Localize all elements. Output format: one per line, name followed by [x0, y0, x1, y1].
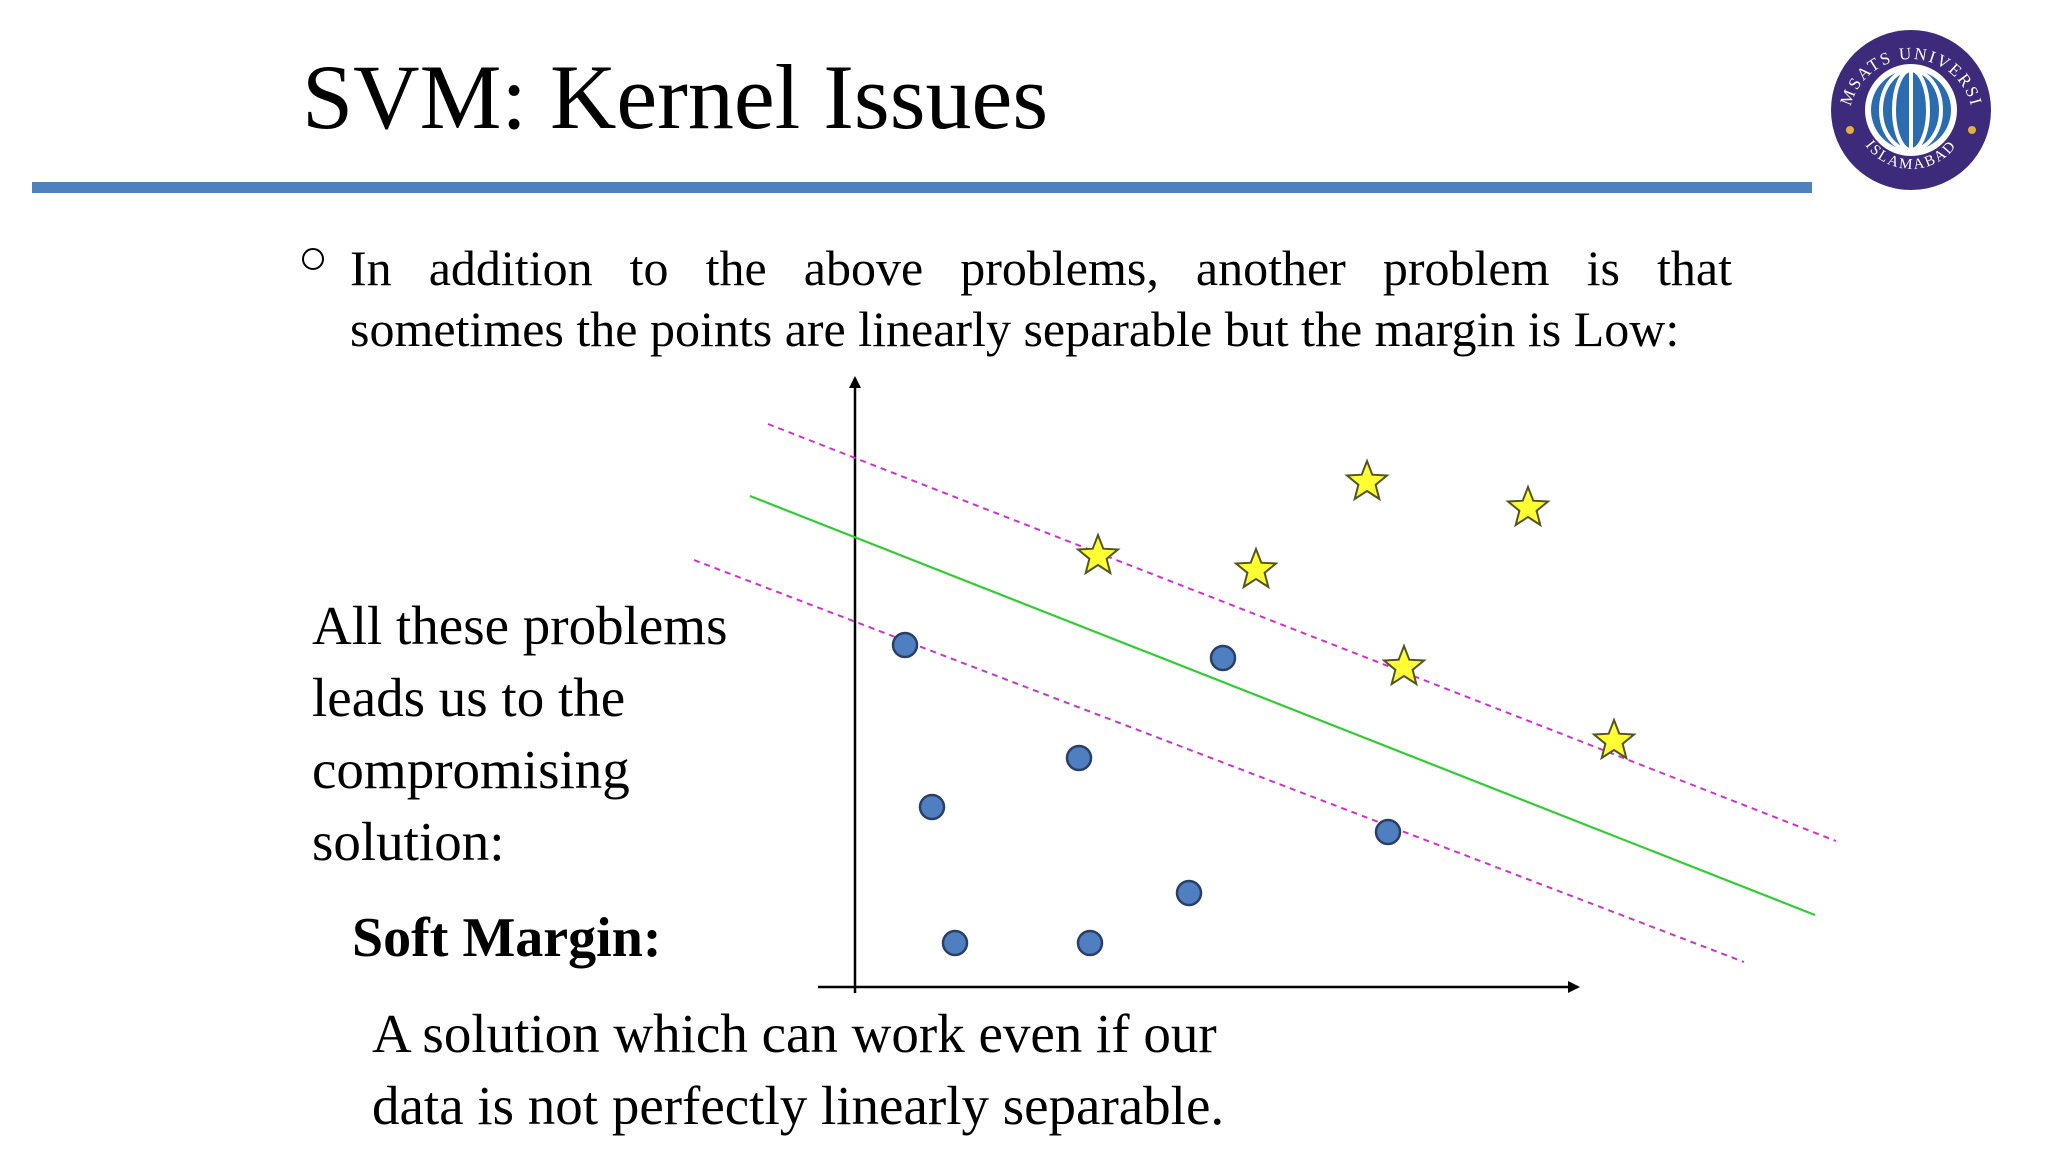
logo-dot-right [1968, 126, 1976, 134]
bullet-text-line-1: In addition to the above problems, another prob… [350, 238, 1732, 299]
star-point [1381, 643, 1427, 687]
upper-margin-line [767, 423, 1837, 842]
circle-point [941, 929, 969, 957]
star-point [1233, 546, 1279, 590]
class-a-points [891, 631, 1402, 957]
bullet-word: that [1657, 240, 1732, 296]
left-text-line: All these problems [312, 595, 728, 656]
circle-point [1374, 818, 1402, 846]
class-b-points [1075, 458, 1637, 761]
bullet-word: addition [428, 240, 593, 296]
slide-title: SVM: Kernel Issues [302, 46, 1049, 148]
bullet-word: problem [1382, 240, 1550, 296]
circle-point [1076, 929, 1104, 957]
bullet-word: another [1195, 240, 1346, 296]
star-point [1075, 532, 1121, 576]
soft-margin-heading: Soft Margin: [352, 907, 662, 969]
circle-point [918, 793, 946, 821]
bullet-circle-icon [302, 248, 324, 270]
decision-boundary-line [749, 494, 1816, 917]
university-logo: COMSATS UNIVERSITY ISLAMABAD [1820, 18, 1997, 196]
globe-icon [1871, 68, 1951, 152]
star-point [1344, 458, 1390, 502]
bullet-word: In [350, 240, 392, 296]
logo-dot-left [1846, 126, 1854, 134]
bullet-word: above [803, 240, 924, 296]
left-text-line: leads us to the [312, 667, 626, 728]
bullet-word: to [629, 240, 669, 296]
left-text-line: solution: [312, 811, 505, 872]
circle-point [891, 631, 919, 659]
bullet-word: the [705, 240, 767, 296]
star-point [1591, 717, 1637, 761]
circle-point [1065, 744, 1093, 772]
bullet-text-line-2: sometimes the points are linearly separa… [350, 301, 1680, 357]
circle-point [1209, 644, 1237, 672]
solution-text-block: A solution which can work even if our da… [372, 998, 1224, 1142]
star-point [1505, 484, 1551, 528]
circle-point [1175, 879, 1203, 907]
left-text-line: compromising [312, 739, 630, 800]
bullet-word: problems, [960, 240, 1159, 296]
bullet-word: is [1586, 240, 1620, 296]
left-text-block: All these problems leads us to the compr… [312, 590, 727, 878]
title-underline-bar [32, 182, 1812, 193]
solution-text-line: A solution which can work even if our [372, 1003, 1217, 1064]
lower-margin-line [693, 559, 1745, 963]
solution-text-line: data is not perfectly linearly separable… [372, 1075, 1225, 1136]
